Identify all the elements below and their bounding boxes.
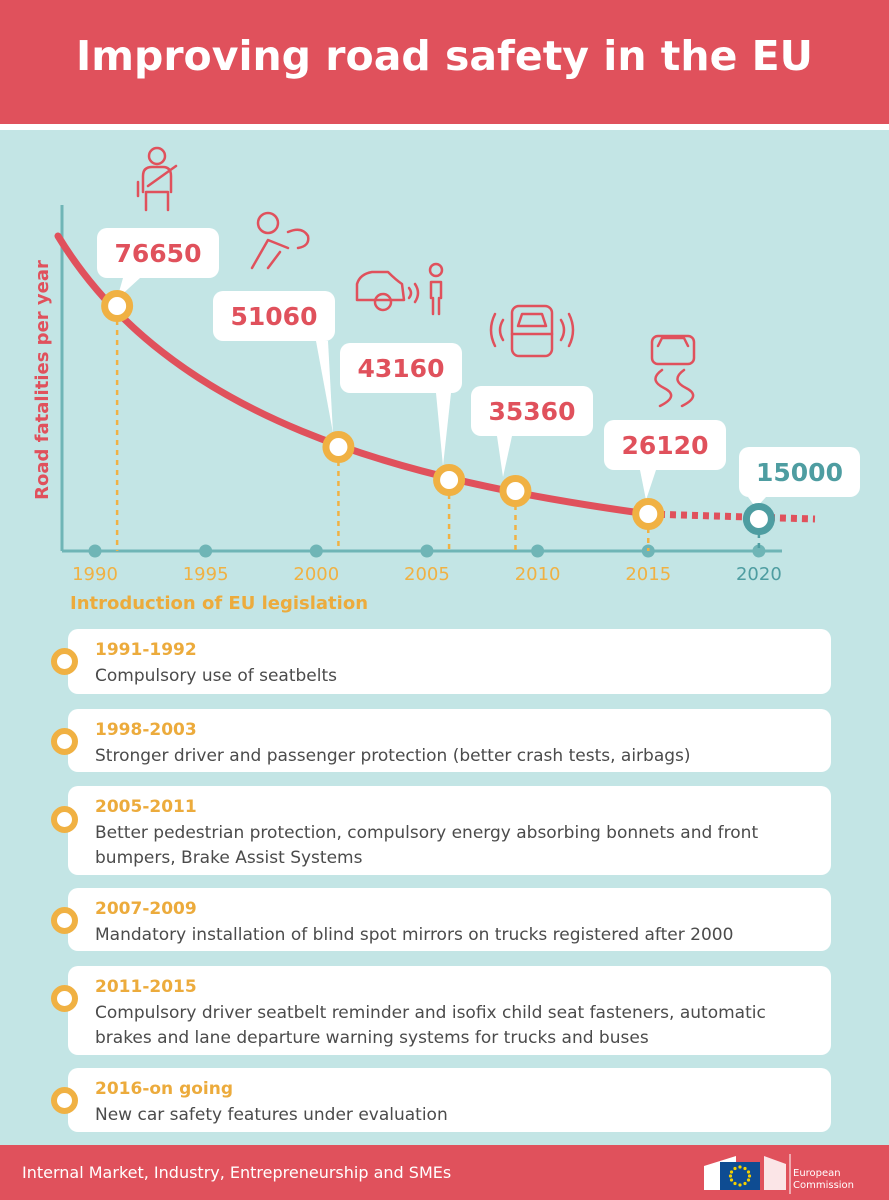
x-tick-label: 2000 [293,564,339,585]
timeline-item: 2016-on going New car safety features un… [51,1068,831,1132]
pedestrian-protection-icon [355,262,444,316]
drop-lines [115,320,761,551]
x-tick-dot [88,544,102,558]
x-tick-label: 2010 [515,564,561,585]
timeline-period: 1998-2003 [95,720,197,740]
data-value-label: 26120 [622,431,709,460]
timeline-item: 1991-1992 Compulsory use of seatbelts [51,629,831,694]
x-tick-dot [531,544,545,558]
timeline-marker [51,1087,78,1114]
timeline-text: Better pedestrian protection, compulsory… [95,823,759,868]
value-callout-box [213,291,335,341]
timeline-item: 2011-2015 Compulsory driver seatbelt rem… [51,966,831,1055]
timeline-text: Compulsory driver seatbelt reminder and … [95,1003,766,1048]
timeline-text: Stronger driver and passenger protection… [95,746,691,766]
x-tick-label: 2020 [736,564,782,585]
data-value-label: 35360 [489,397,576,426]
value-callouts: 76650 51060 43160 35360 26120 15000 [97,228,860,508]
footer-bar: Internal Market, Industry, Entrepreneurs… [0,1145,889,1200]
footer-text: Internal Market, Industry, Entrepreneurs… [22,1163,452,1182]
logo-line-1: European [793,1168,841,1179]
projection-curve [647,510,816,523]
target-callout-box [739,447,860,497]
data-markers [101,290,775,535]
target-value-label: 15000 [756,458,843,487]
x-tick-label: 2015 [625,564,671,585]
timeline-period: 1991-1992 [95,640,197,660]
x-tick-dot [309,544,323,558]
y-axis-label: Road fatalities per year [32,260,53,500]
page-title: Improving road safety in the EU [76,32,813,80]
x-tick-label: 2005 [404,564,450,585]
x-tick-label: 1990 [72,564,118,585]
timeline-text: Compulsory use of seatbelts [95,666,338,686]
value-callout-box [471,386,593,436]
timeline-period: 2007-2009 [95,899,197,919]
timeline-marker [51,806,78,833]
x-tick-label: 1995 [183,564,229,585]
target-marker [742,503,775,535]
data-value-label: 43160 [358,354,445,383]
european-commission-logo [704,1154,791,1194]
timeline-period: 2016-on going [95,1079,234,1099]
x-tick-dot [420,544,434,558]
value-callout-pointer [640,470,656,500]
timeline-text: New car safety features under evaluation [95,1105,448,1125]
header-divider [0,124,889,130]
data-point-marker [433,464,466,496]
fatalities-chart: Road fatalities per year Introduction of… [32,146,860,614]
value-callout-box [604,420,726,470]
timeline-marker [51,728,78,755]
data-point-marker [322,431,355,463]
timeline-text: Mandatory installation of blind spot mir… [95,925,734,945]
timeline-item: 2005-2011 Better pedestrian protection, … [51,786,831,875]
timeline-period: 2005-2011 [95,797,197,817]
value-callout-box [340,343,462,393]
timeline-item: 1998-2003 Stronger driver and passenger … [51,709,831,772]
value-callout-pointer [436,393,451,466]
car-sensor-icon [489,304,575,358]
x-tick-dot [199,544,213,558]
european-commission-wordmark: European Commission [793,1168,854,1192]
timeline-period: 2011-2015 [95,977,197,997]
x-tick-dot [752,544,766,558]
timeline-marker [51,648,78,675]
data-point-marker [101,290,134,322]
timeline-marker [51,907,78,934]
skidding-car-icon [650,334,696,408]
data-value-label: 51060 [231,302,318,331]
x-ticks: 1990 1995 2000 2005 2010 2015 2020 [72,544,782,585]
data-value-label: 76650 [115,239,202,268]
timeline-item: 2007-2009 Mandatory installation of blin… [51,888,831,951]
value-callout-box [97,228,219,278]
data-point-marker [632,498,665,530]
header-banner: Improving road safety in the EU [0,0,889,124]
data-point-marker [499,475,532,507]
logo-line-2: Commission [793,1180,855,1191]
target-callout-pointer [748,497,766,508]
airbag-icon [250,211,310,270]
x-axis-label: Introduction of EU legislation [70,593,368,614]
seatbelt-icon [136,146,178,212]
timeline-marker [51,985,78,1012]
value-callout-pointer [497,436,512,477]
value-callout-pointer [316,341,333,433]
